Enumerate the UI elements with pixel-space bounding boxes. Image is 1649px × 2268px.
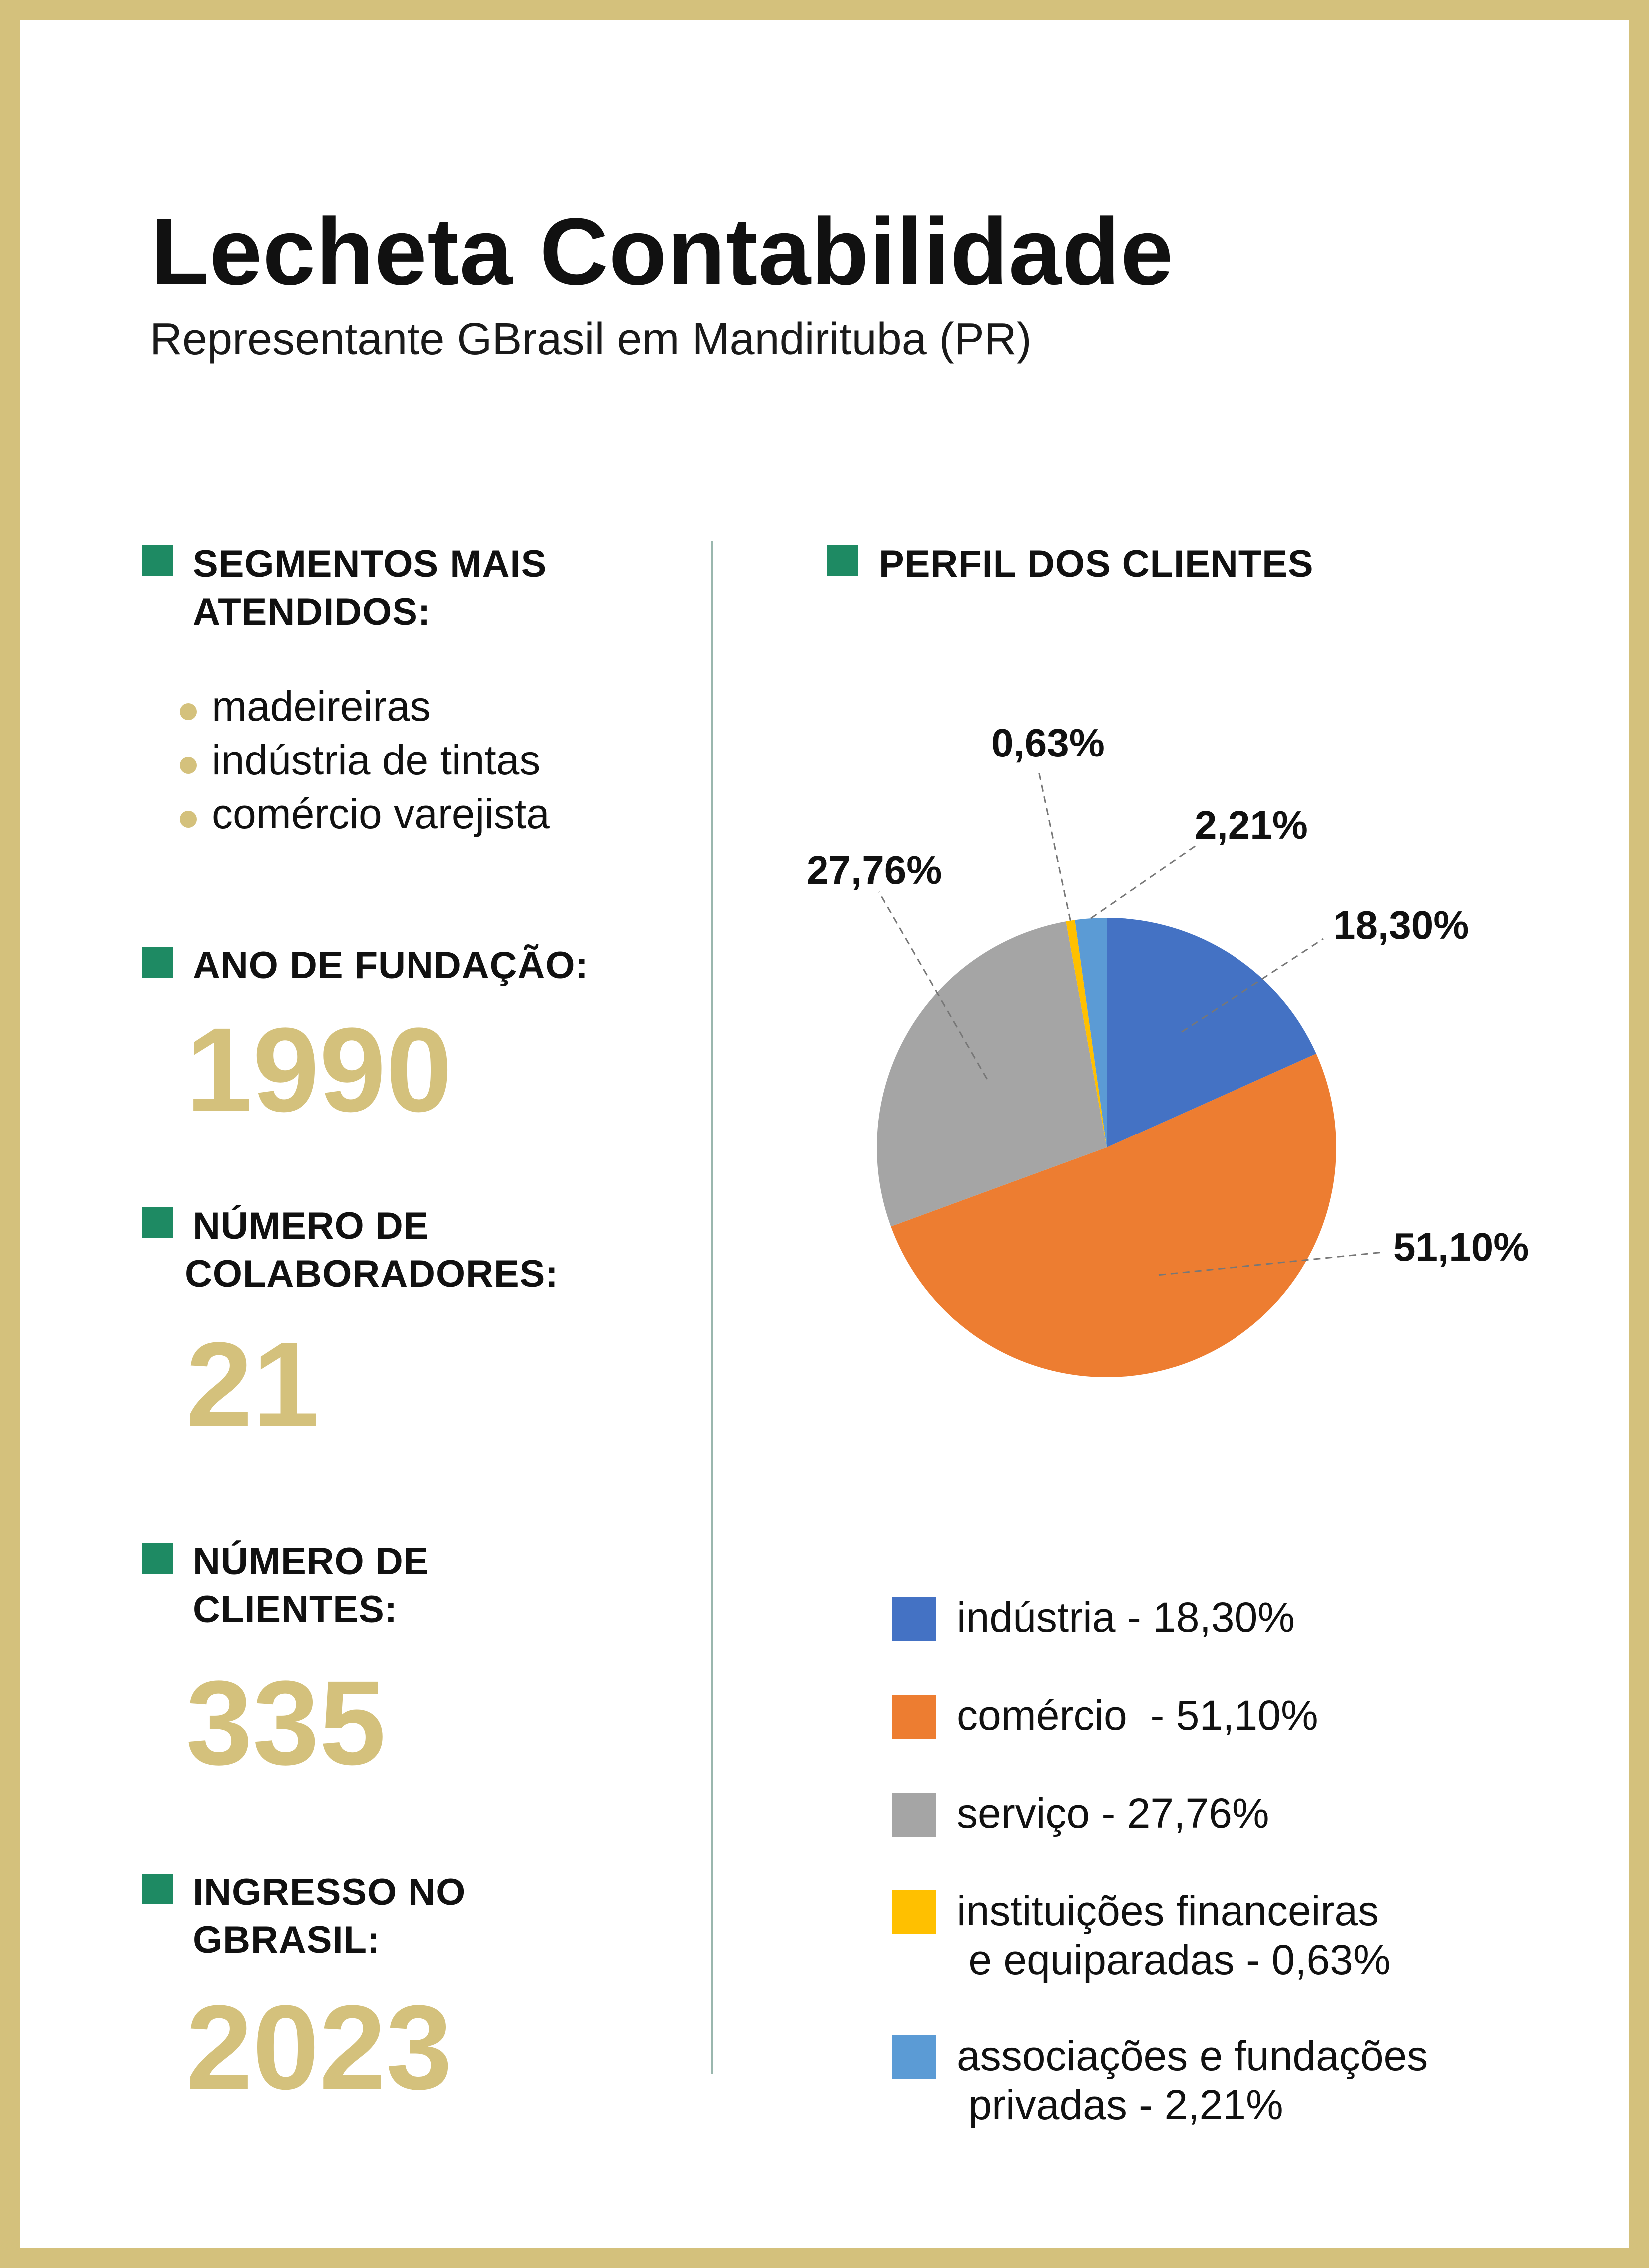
leader-line <box>1181 938 1324 1033</box>
segments-heading: SEGMENTOS MAIS ATENDIDOS: <box>193 540 547 636</box>
legend-swatch-icon <box>892 1793 936 1837</box>
employees-count: 21 <box>186 1317 319 1451</box>
bullet-dot-icon <box>180 703 197 720</box>
bullet-dot-icon <box>180 757 197 774</box>
pie-slice <box>876 921 1107 1227</box>
joined-heading: INGRESSO NO GBRASIL: <box>193 1869 466 1964</box>
leader-line <box>878 891 988 1080</box>
leader-line <box>1038 771 1071 921</box>
legend-swatch-icon <box>892 1695 936 1739</box>
section-marker-icon <box>142 545 173 576</box>
joined-heading-line: GBRASIL: <box>193 1919 381 1961</box>
data-label: 27,76% <box>807 848 942 892</box>
section-marker-icon <box>142 1207 173 1238</box>
section-marker-icon <box>827 545 858 576</box>
legend-label: instituições financeiras e equiparadas -… <box>957 1887 1391 1984</box>
pie-slice <box>1075 918 1107 1147</box>
legend-label-line: privadas - 2,21% <box>957 2081 1283 2128</box>
segments-heading-line: ATENDIDOS: <box>193 591 431 633</box>
data-label: 0,63% <box>991 721 1105 765</box>
pie-slice <box>1066 920 1107 1147</box>
legend-label: comércio - 51,10% <box>957 1691 1318 1740</box>
founding-heading: ANO DE FUNDAÇÃO: <box>193 944 589 987</box>
section-marker-icon <box>142 1543 173 1574</box>
legend-swatch-icon <box>892 1890 936 1934</box>
clients-heading: NÚMERO DE CLIENTES: <box>193 1538 429 1634</box>
legend-label-line: indústria - 18,30% <box>957 1594 1295 1641</box>
legend-swatch-icon <box>892 1597 936 1641</box>
founding-year: 1990 <box>186 1003 452 1136</box>
segments-heading-line: SEGMENTOS MAIS <box>193 543 547 585</box>
page-subtitle: Representante GBrasil em Mandirituba (PR… <box>150 314 1032 364</box>
section-marker-icon <box>142 1874 173 1904</box>
section-marker-icon <box>142 947 173 978</box>
legend-label-line: associações e fundações <box>957 2032 1428 2079</box>
page-title: Lecheta Contabilidade <box>151 199 1174 305</box>
legend-label: serviço - 27,76% <box>957 1789 1269 1838</box>
list-item-label: indústria de tintas <box>212 737 541 783</box>
legend-label-line: serviço - 27,76% <box>957 1790 1269 1837</box>
employees-heading-line: NÚMERO DE <box>193 1205 429 1247</box>
legend-label: indústria - 18,30% <box>957 1593 1295 1642</box>
joined-year: 2023 <box>186 1980 452 2114</box>
list-item: madeireiras <box>180 679 550 733</box>
clients-count: 335 <box>186 1656 386 1790</box>
data-label: 18,30% <box>1333 903 1469 947</box>
pie-slice <box>1107 918 1316 1147</box>
data-label: 51,10% <box>1393 1225 1529 1269</box>
legend-label-line: instituições financeiras <box>957 1888 1379 1934</box>
chart-title: PERFIL DOS CLIENTES <box>879 543 1314 585</box>
legend-label: associações e fundações privadas - 2,21% <box>957 2031 1428 2129</box>
employees-heading: NÚMERO DE COLABORADORES: <box>185 1202 559 1298</box>
clients-heading-line: CLIENTES: <box>193 1588 398 1631</box>
list-item: comércio varejista <box>180 787 550 841</box>
bullet-dot-icon <box>180 811 197 828</box>
pie-slice <box>891 1054 1337 1378</box>
column-divider <box>711 541 713 2074</box>
list-item: indústria de tintas <box>180 733 550 787</box>
legend-swatch-icon <box>892 2035 936 2079</box>
employees-heading-line: COLABORADORES: <box>185 1253 559 1295</box>
leader-line <box>1158 1251 1384 1276</box>
list-item-label: madeireiras <box>212 683 431 730</box>
legend-label-line: e equiparadas - 0,63% <box>957 1936 1391 1983</box>
legend-label-line: comércio - 51,10% <box>957 1692 1318 1739</box>
leader-line <box>1090 843 1199 919</box>
joined-heading-line: INGRESSO NO <box>193 1871 466 1913</box>
list-item-label: comércio varejista <box>212 790 550 837</box>
clients-heading-line: NÚMERO DE <box>193 1540 429 1583</box>
segments-list: madeireiras indústria de tintas comércio… <box>180 679 550 841</box>
data-label: 2,21% <box>1195 803 1308 847</box>
